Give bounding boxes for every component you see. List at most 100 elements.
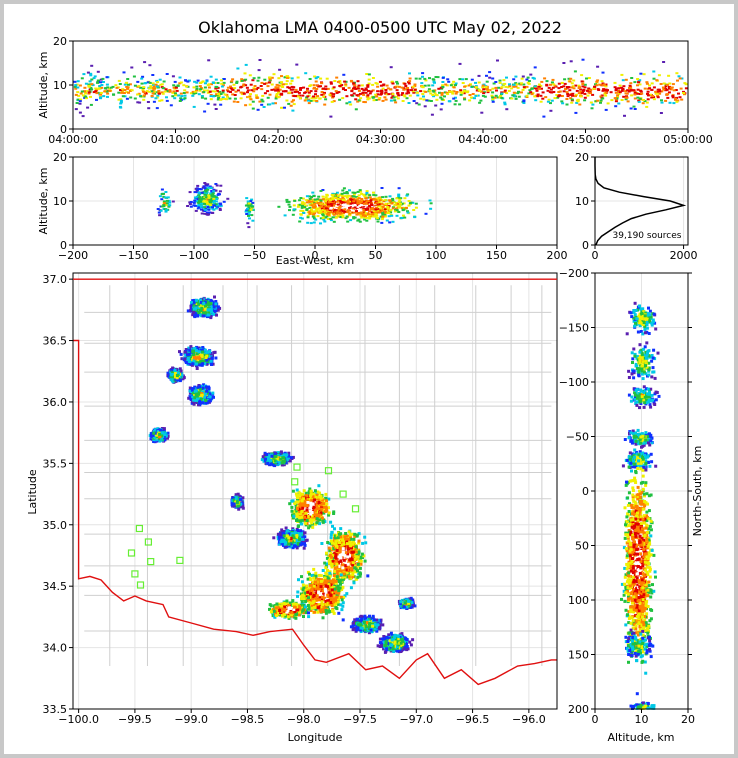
time-height-cell [664, 88, 667, 90]
ew-altitude-cell [212, 202, 216, 205]
time-height-cell [460, 91, 464, 94]
time-height-cell [128, 90, 132, 92]
time-height-cell [389, 99, 393, 102]
time-height-cell [587, 77, 591, 79]
time-height-cell [221, 96, 225, 99]
time-height-cell [451, 92, 455, 95]
time-height-cell [245, 86, 249, 89]
time-height-cell [87, 91, 91, 94]
ew-altitude-cell [399, 197, 403, 200]
time-height-cell [566, 95, 570, 98]
time-height-cell [461, 78, 465, 81]
plan-view-cell [211, 354, 214, 358]
time-height-cell [95, 98, 98, 101]
time-height-cell [431, 84, 435, 87]
ew-altitude-cell [384, 202, 388, 205]
time-height-cell [434, 76, 438, 78]
plan-view-cell [186, 352, 189, 356]
ew-altitude-cell [352, 193, 356, 196]
time-height-cell [440, 98, 444, 101]
time-height-cell [354, 98, 358, 101]
time-height-cell [268, 93, 272, 96]
ew-altitude-cell [358, 220, 362, 223]
time-height-cell [557, 91, 561, 93]
plan-view-cell [202, 383, 206, 387]
time-height-cell [591, 93, 595, 96]
time-height-cell [205, 80, 209, 83]
time-height-cell [261, 94, 265, 97]
ew-altitude-cell [299, 216, 303, 219]
time-height-cell [413, 85, 417, 88]
time-height-cell [253, 85, 257, 87]
time-height-cell [514, 82, 518, 85]
ew-altitude-cell [398, 198, 402, 201]
ew-altitude-cell [198, 188, 202, 190]
ew-altitude-cell [196, 205, 200, 207]
plan-view-cell [190, 308, 194, 312]
ew-altitude-cell [162, 192, 165, 195]
ew-altitude-cell [308, 195, 312, 198]
ew-tick-label: 200 [547, 249, 568, 262]
ew-altitude-cell [374, 213, 378, 216]
time-height-cell [678, 96, 682, 99]
ew-altitude-cell [310, 212, 314, 215]
time-height-cell [275, 93, 279, 95]
time-height-cell [349, 79, 353, 82]
time-height-cell [483, 95, 487, 98]
time-height-cell [332, 86, 336, 89]
ew-altitude-cell [335, 212, 339, 215]
time-height-cell [617, 92, 621, 95]
time-height-cell [165, 90, 169, 92]
time-height-cell [101, 81, 105, 83]
ew-altitude-cell [368, 214, 372, 217]
time-height-cell [522, 102, 526, 104]
plan-view-cell [183, 357, 187, 361]
time-height-cell [403, 95, 407, 98]
time-height-cell [421, 93, 425, 95]
time-height-cell [475, 89, 479, 92]
ew-altitude-cell [156, 208, 160, 210]
time-height-cell [173, 97, 177, 100]
time-height-cell [568, 89, 572, 92]
time-height-cell [121, 95, 125, 98]
time-height-cell [458, 62, 462, 65]
time-height-cell [602, 83, 606, 86]
ew-altitude-cell [380, 199, 384, 202]
plan-view-cell [193, 307, 197, 311]
time-height-cell [81, 94, 85, 97]
ew-altitude-cell [388, 221, 392, 224]
time-height-cell [120, 90, 124, 93]
time-height-cell [419, 97, 423, 100]
time-height-cell [462, 92, 466, 95]
ew-altitude-cell [374, 197, 378, 200]
time-height-cell [193, 80, 197, 83]
time-height-cell [308, 78, 312, 80]
time-height-cell [447, 80, 451, 83]
time-height-cell [601, 82, 605, 85]
time-height-cell [492, 82, 496, 85]
ew-altitude-cell [203, 199, 207, 202]
ew-altitude-cell [375, 201, 379, 204]
time-height-cell [251, 107, 255, 110]
ew-altitude-cell [366, 207, 370, 210]
time-height-cell [613, 81, 617, 84]
ew-altitude-cell [208, 200, 212, 203]
ew-altitude-cell [199, 202, 203, 205]
ew-altitude-cell [358, 204, 362, 207]
time-tick-label: 04:10:00 [151, 133, 200, 146]
ew-altitude-cell [325, 209, 329, 212]
time-height-cell [575, 99, 579, 102]
time-height-cell [666, 96, 670, 99]
time-height-cell [223, 97, 227, 100]
time-height-cell [625, 96, 629, 99]
ew-altitude-cell [251, 208, 255, 211]
time-height-cell [504, 85, 508, 88]
time-height-cell [345, 102, 349, 105]
ew-altitude-cell [359, 190, 363, 193]
time-height-cell [360, 87, 364, 90]
ew-altitude-cell [327, 213, 330, 216]
ew-altitude-cell [310, 202, 314, 205]
time-height-cell [90, 83, 94, 86]
plan-view-cell [205, 358, 209, 362]
ew-altitude-cell [245, 213, 249, 215]
